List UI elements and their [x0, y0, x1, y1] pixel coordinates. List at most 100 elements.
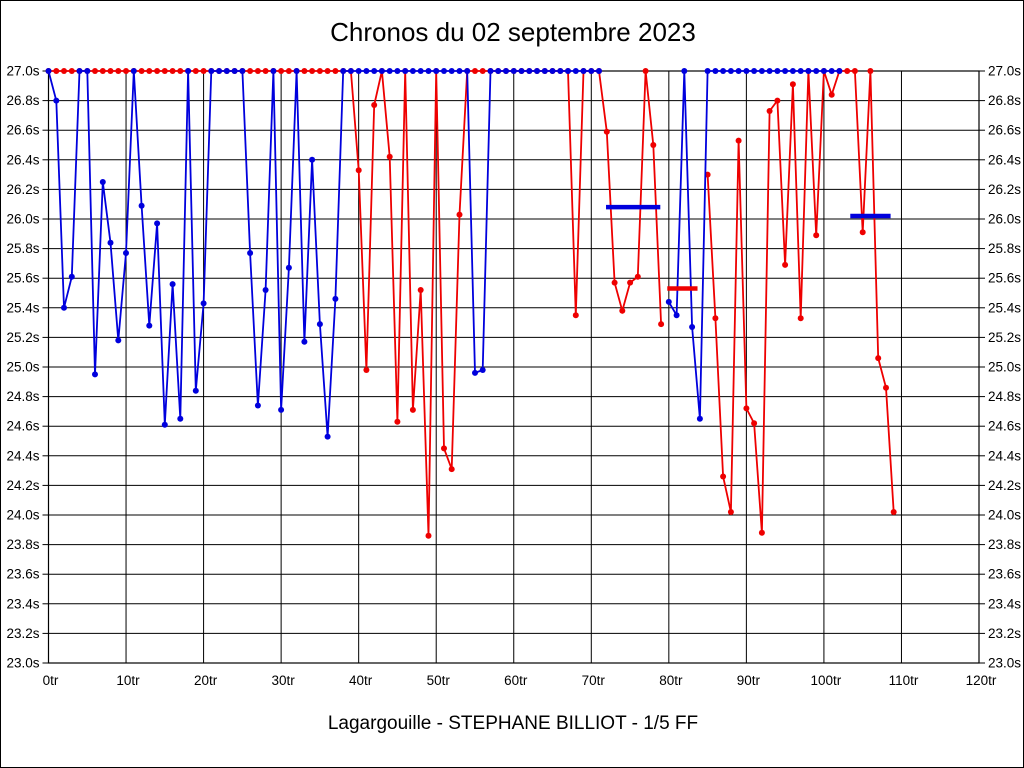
series-point-red-driver	[285, 68, 292, 74]
series-point-blue-driver	[192, 387, 199, 394]
series-point-blue-driver	[534, 68, 540, 74]
series-point-red-driver	[169, 68, 176, 74]
series-point-red-driver	[766, 108, 773, 114]
series-point-red-driver	[720, 473, 727, 480]
series-point-red-driver	[782, 261, 789, 268]
series-point-blue-driver	[789, 68, 796, 74]
series-point-blue-driver	[324, 433, 331, 440]
series-point-blue-driver	[580, 68, 587, 74]
series-point-red-driver	[386, 153, 393, 160]
series-line-blue-driver	[47, 70, 840, 437]
series-point-red-driver	[123, 68, 129, 74]
series-point-red-driver	[192, 68, 199, 74]
y-tick-label-right: 24.6s	[988, 419, 1021, 434]
series-point-red-driver	[859, 229, 866, 236]
series-point-blue-driver	[270, 68, 277, 74]
x-tick-label: 110tr	[889, 673, 919, 688]
series-point-blue-driver	[689, 324, 696, 330]
y-tick-label-left: 26.0s	[6, 212, 39, 227]
series-point-blue-driver	[448, 68, 455, 74]
series-point-blue-driver	[588, 68, 595, 74]
y-tick-label-right: 23.2s	[988, 626, 1021, 641]
series-point-red-driver	[743, 405, 750, 412]
series-point-red-driver	[161, 68, 168, 74]
y-tick-label-left: 25.4s	[6, 300, 39, 315]
series-point-blue-driver	[347, 68, 354, 74]
y-tick-label-right: 24.4s	[988, 448, 1021, 463]
series-point-blue-driver	[673, 312, 680, 319]
series-point-blue-driver	[84, 68, 91, 74]
series-line-red-driver	[48, 70, 895, 536]
series-point-blue-driver	[565, 68, 571, 74]
series-point-red-driver	[417, 287, 424, 293]
series-point-red-driver	[247, 68, 254, 74]
series-point-blue-driver	[541, 68, 548, 74]
series-point-blue-driver	[526, 68, 533, 74]
y-tick-label-left: 26.4s	[6, 152, 39, 167]
series-point-red-driver	[146, 68, 153, 74]
series-point-blue-driver	[433, 68, 440, 74]
series-point-red-driver	[479, 68, 486, 74]
series-point-red-driver	[177, 68, 184, 74]
y-tick-label-right: 23.0s	[988, 656, 1021, 671]
series-point-blue-driver	[782, 68, 789, 74]
y-tick-label-left: 23.2s	[6, 626, 39, 641]
y-tick-label-right: 26.6s	[988, 123, 1021, 138]
series-point-red-driver	[727, 509, 734, 515]
y-tick-label-left: 25.8s	[6, 241, 39, 256]
series-point-red-driver	[735, 137, 742, 144]
series-point-blue-driver	[751, 68, 758, 74]
series-point-red-driver	[309, 68, 316, 74]
series-point-red-driver	[572, 312, 579, 319]
series-point-blue-driver	[254, 402, 261, 409]
series-point-blue-driver	[774, 68, 781, 74]
y-tick-label-left: 23.6s	[6, 567, 39, 582]
series-point-red-driver	[99, 68, 106, 74]
series-point-red-driver	[355, 167, 362, 174]
series-point-blue-driver	[293, 68, 300, 74]
y-tick-label-right: 23.4s	[988, 596, 1021, 611]
series-point-blue-driver	[68, 273, 75, 280]
series-point-blue-driver	[681, 68, 688, 74]
series-point-red-driver	[53, 68, 60, 74]
series-point-blue-driver	[805, 68, 812, 74]
series-point-red-driver	[254, 68, 261, 74]
series-point-red-driver	[115, 68, 122, 74]
series-point-blue-driver	[309, 156, 316, 163]
y-tick-label-left: 24.4s	[6, 448, 39, 463]
y-tick-label-right: 23.8s	[988, 537, 1021, 552]
y-tick-label-left: 24.0s	[6, 508, 39, 523]
series-point-blue-driver	[743, 68, 750, 74]
series-point-red-driver	[611, 279, 618, 286]
series-point-blue-driver	[216, 68, 223, 74]
chart-title: Chronos du 02 septembre 2023	[330, 17, 696, 47]
series-point-red-driver	[789, 81, 796, 88]
series-point-red-driver	[200, 68, 207, 74]
x-tick-label: 90tr	[737, 673, 761, 688]
y-tick-label-right: 25.6s	[988, 271, 1021, 286]
series-point-blue-driver	[503, 68, 509, 74]
series-point-red-driver	[774, 97, 781, 104]
series-point-red-driver	[751, 420, 758, 427]
series-point-blue-driver	[76, 68, 83, 74]
x-tick-label: 40tr	[349, 673, 373, 688]
series-point-blue-driver	[161, 421, 168, 428]
series-point-blue-driver	[813, 68, 820, 74]
series-point-blue-driver	[99, 179, 106, 185]
series-point-red-driver	[456, 211, 463, 218]
series-point-blue-driver	[285, 264, 292, 271]
series-point-red-driver	[324, 68, 331, 74]
series-point-red-driver	[642, 68, 649, 74]
series-point-red-driver	[828, 91, 835, 98]
y-tick-label-left: 24.8s	[6, 389, 39, 404]
y-tick-label-left: 25.6s	[6, 271, 39, 286]
series-point-red-driver	[883, 384, 889, 391]
series-point-blue-driver	[402, 68, 409, 74]
series-point-blue-driver	[557, 68, 564, 74]
y-tick-label-right: 26.8s	[988, 93, 1021, 108]
series-point-blue-driver	[417, 68, 424, 74]
series-point-blue-driver	[107, 239, 114, 246]
x-tick-label: 80tr	[659, 673, 683, 688]
series-point-red-driver	[92, 68, 98, 74]
series-point-red-driver	[394, 418, 401, 425]
